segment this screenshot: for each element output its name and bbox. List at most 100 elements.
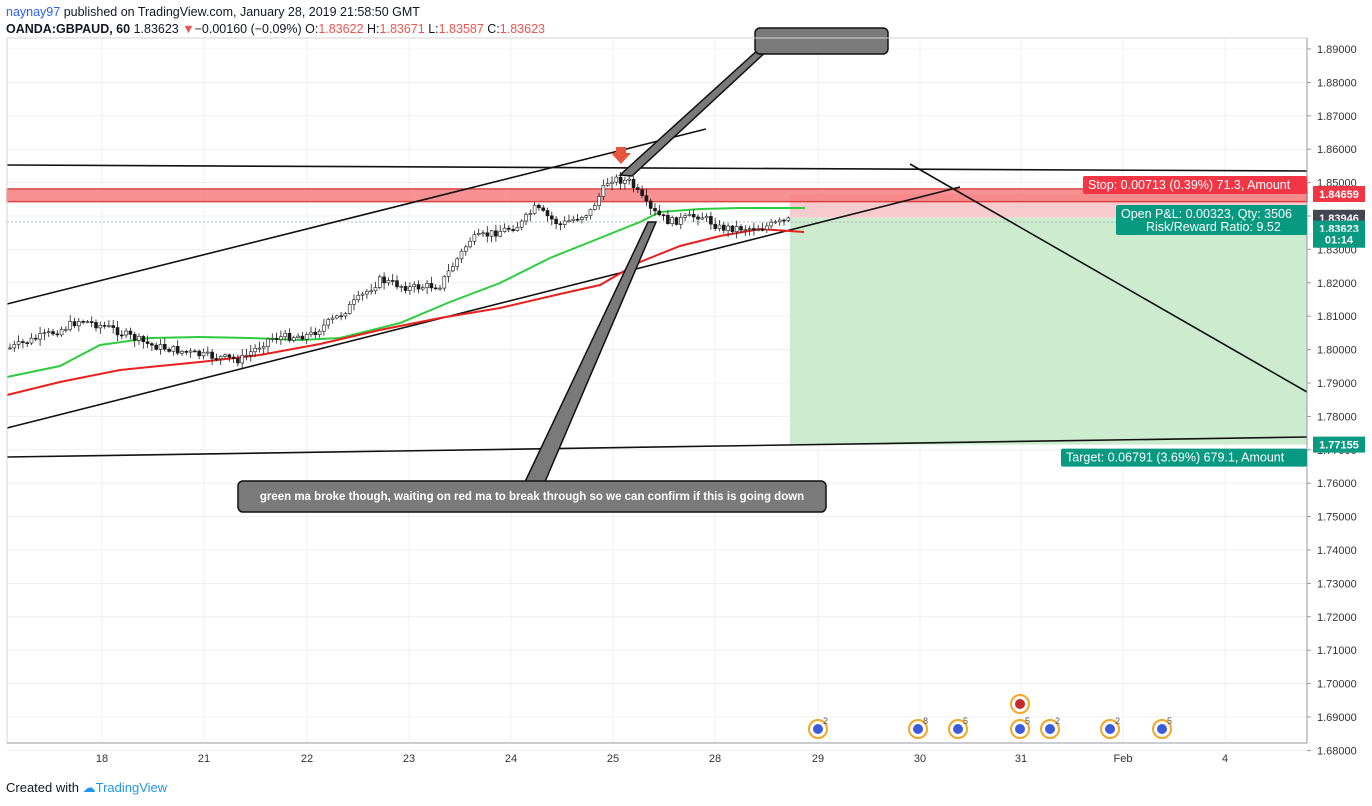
candle-body bbox=[403, 286, 408, 291]
event-badge-count: 2 bbox=[1115, 716, 1120, 726]
y-tick-label: 1.78000 bbox=[1317, 411, 1357, 423]
candle-body bbox=[171, 346, 176, 352]
candle-body bbox=[416, 284, 421, 290]
candle-body bbox=[468, 240, 472, 248]
pnl-label-bg bbox=[1116, 205, 1307, 235]
candle-body bbox=[463, 246, 468, 252]
change-arrow-icon: ▼ bbox=[182, 22, 195, 36]
candle-body bbox=[137, 336, 141, 341]
position-zones bbox=[6, 188, 1308, 445]
candle-body bbox=[128, 330, 133, 335]
candle-body bbox=[197, 350, 201, 357]
candle-body bbox=[687, 213, 692, 216]
candle-body bbox=[425, 283, 429, 288]
price-axis-label: 1.77155 bbox=[1319, 440, 1359, 452]
target-label-bg bbox=[1061, 448, 1307, 467]
candle-body bbox=[21, 341, 25, 343]
candle-body bbox=[739, 226, 743, 231]
ma-fast-line bbox=[6, 207, 805, 378]
candle-body bbox=[528, 213, 533, 215]
author-link[interactable]: naynay97 bbox=[6, 5, 61, 19]
candle-body bbox=[154, 344, 158, 350]
symbol-label: OANDA:GBPAUD, 60 bbox=[6, 22, 131, 36]
event-badge-count: 2 bbox=[823, 716, 828, 726]
y-tick-label: 1.87000 bbox=[1317, 111, 1357, 123]
price-axis-label: 1.84659 bbox=[1319, 189, 1359, 201]
candle-body bbox=[635, 187, 640, 190]
trend-lines[interactable] bbox=[6, 128, 1308, 458]
candle-body bbox=[554, 218, 558, 225]
annotation-callout[interactable]: green ma broke though, waiting on red ma… bbox=[237, 27, 889, 513]
candle-body bbox=[25, 342, 30, 344]
candle-body bbox=[210, 351, 214, 359]
candle-body bbox=[240, 355, 244, 364]
candle-body bbox=[12, 344, 17, 349]
candle-body bbox=[459, 250, 464, 260]
candle-body bbox=[334, 315, 339, 319]
candle-body bbox=[85, 321, 90, 323]
candle-body bbox=[124, 330, 128, 336]
event-flag-center bbox=[1015, 724, 1025, 734]
trend-line bbox=[909, 163, 1308, 393]
event-badge-count: 5 bbox=[1025, 716, 1030, 726]
x-tick-label: 29 bbox=[812, 753, 824, 765]
x-tick-label: 18 bbox=[96, 753, 108, 765]
candle-body bbox=[515, 226, 520, 231]
candle-body bbox=[489, 230, 494, 237]
candle-body bbox=[369, 290, 374, 293]
candle-body bbox=[631, 178, 636, 188]
candle-body bbox=[562, 220, 567, 225]
candle-body bbox=[618, 176, 623, 184]
candle-body bbox=[640, 189, 644, 196]
footer: Created with ☁TradingView bbox=[6, 780, 167, 796]
candle-body bbox=[77, 321, 81, 327]
candle-body bbox=[644, 195, 649, 202]
candle-body bbox=[120, 334, 124, 337]
candle-body bbox=[601, 185, 606, 197]
y-tick-label: 1.82000 bbox=[1317, 278, 1357, 290]
candle-body bbox=[446, 270, 451, 277]
candle-body bbox=[145, 341, 150, 344]
event-badges[interactable]: 2 8 5 5 2 2 5 bbox=[808, 694, 1172, 739]
high-label: H: bbox=[367, 22, 380, 36]
candle-body bbox=[8, 347, 12, 350]
x-tick-label: Feb bbox=[1114, 753, 1133, 765]
candle-body bbox=[756, 229, 761, 231]
candle-body bbox=[721, 224, 726, 231]
candle-body bbox=[38, 333, 42, 340]
event-flag-center bbox=[813, 724, 823, 734]
candle-body bbox=[438, 287, 442, 290]
candle-body bbox=[661, 214, 666, 217]
candle-body bbox=[300, 335, 305, 340]
tradingview-brand[interactable]: TradingView bbox=[95, 780, 168, 795]
created-with: Created with bbox=[6, 780, 79, 795]
candle-body bbox=[734, 226, 739, 232]
candle-body bbox=[94, 322, 98, 329]
candle-body bbox=[261, 346, 266, 349]
candle-body bbox=[111, 325, 115, 328]
candle-body bbox=[399, 286, 404, 288]
candle-body bbox=[498, 231, 503, 237]
candle-body bbox=[274, 337, 279, 340]
candle-body bbox=[494, 230, 498, 237]
candle-body bbox=[442, 276, 447, 289]
candle-body bbox=[683, 215, 687, 218]
down-arrow-icon bbox=[611, 147, 631, 164]
x-tick-label: 23 bbox=[403, 753, 415, 765]
candle-body bbox=[674, 217, 679, 225]
candle-body bbox=[433, 287, 438, 290]
candle-body bbox=[309, 331, 313, 335]
candle-body bbox=[201, 352, 206, 357]
candle-body bbox=[158, 344, 163, 350]
candle-body bbox=[717, 224, 722, 229]
y-tick-label: 1.86000 bbox=[1317, 144, 1357, 156]
candle-body bbox=[623, 179, 627, 184]
position-labels: Stop: 0.00713 (0.39%) 71.3, Amount Open P… bbox=[1061, 175, 1365, 467]
candle-body bbox=[68, 321, 72, 330]
candle-body bbox=[102, 325, 107, 327]
candle-body bbox=[98, 325, 103, 329]
candle-body bbox=[46, 331, 51, 333]
tradingview-logo-icon[interactable]: ☁ bbox=[82, 780, 96, 795]
candle-body bbox=[532, 204, 537, 214]
